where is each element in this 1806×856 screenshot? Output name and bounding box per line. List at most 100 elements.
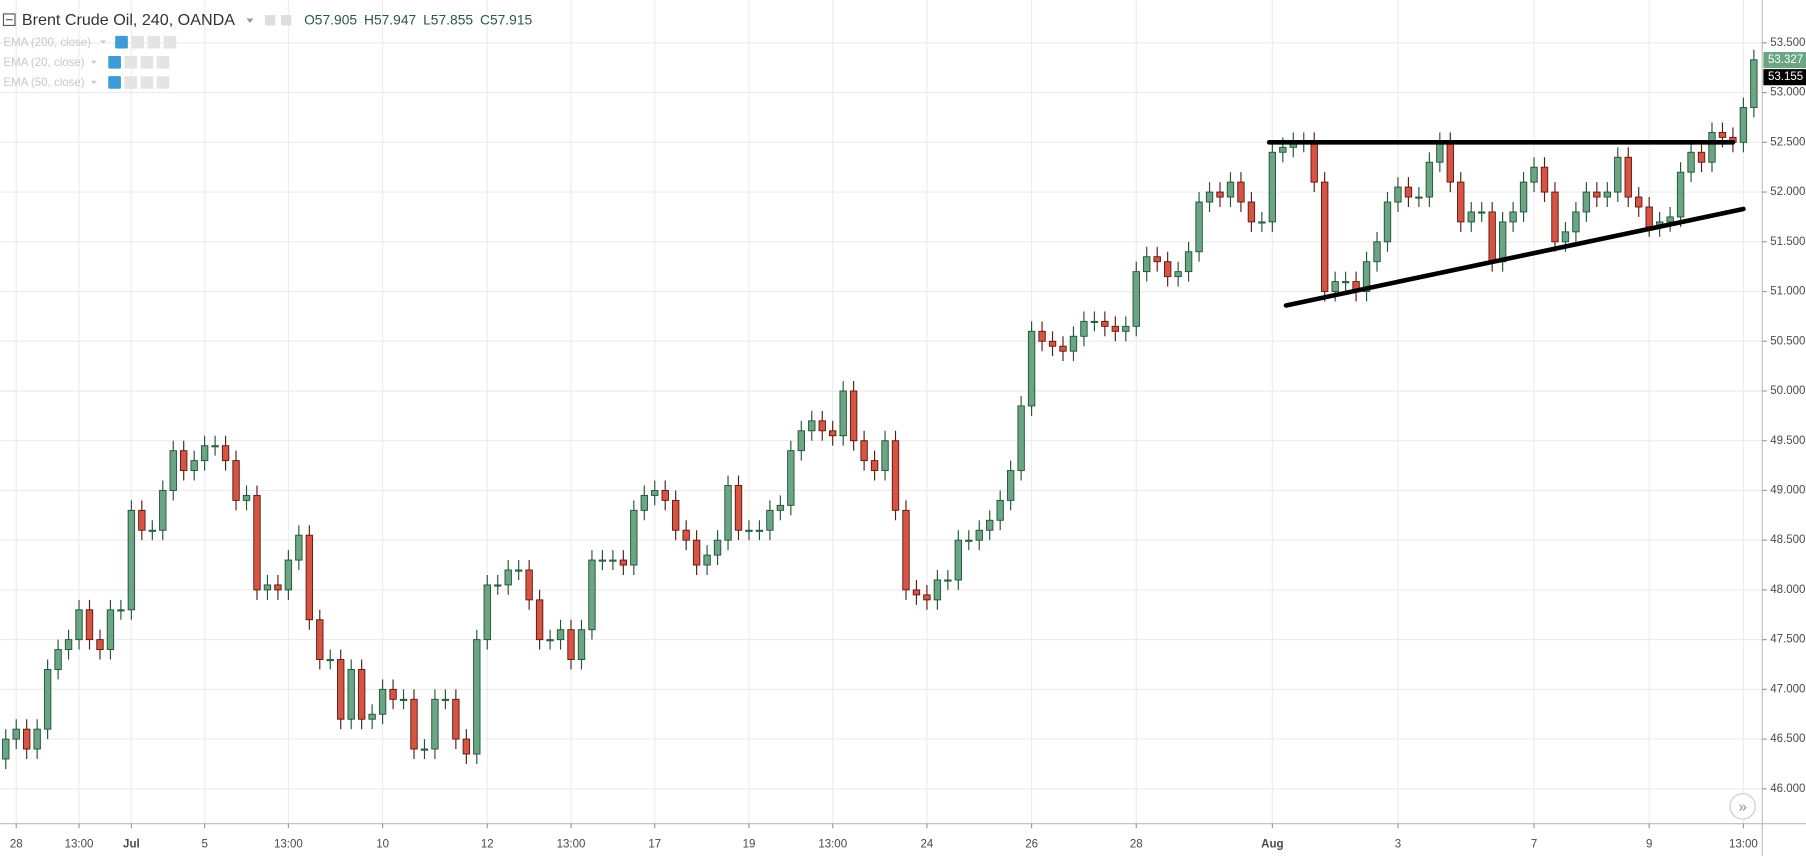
candle-body xyxy=(1383,201,1392,243)
x-tick-label: Jul xyxy=(123,838,140,850)
candle-body xyxy=(75,609,83,641)
scroll-button[interactable] xyxy=(1729,793,1756,820)
candle-body xyxy=(776,504,785,511)
candle-body xyxy=(588,559,596,631)
candle-body xyxy=(431,698,439,750)
candle-body xyxy=(1174,271,1182,278)
x-tick-label: 5 xyxy=(201,838,207,850)
candle-body xyxy=(96,639,104,651)
indicator-icon[interactable] xyxy=(163,35,177,49)
candle-body xyxy=(954,539,963,581)
candle-body xyxy=(347,669,355,720)
candle-body xyxy=(117,609,125,612)
candle-body xyxy=(1006,470,1015,501)
candle-body xyxy=(745,529,753,532)
candle-body xyxy=(556,629,565,641)
x-tick-label: 13:00 xyxy=(1729,838,1758,850)
x-tick-label: 7 xyxy=(1531,838,1537,850)
candle-body xyxy=(766,509,774,531)
candle-body xyxy=(525,569,533,601)
candle-body xyxy=(797,430,805,452)
icon[interactable] xyxy=(281,15,292,26)
candle-body xyxy=(755,529,764,532)
indicator-icon[interactable] xyxy=(124,76,138,89)
icon[interactable] xyxy=(264,15,276,26)
indicators: EMA (200, close) EMA (20, close) EMA (50, … xyxy=(3,35,177,89)
candle-body xyxy=(1488,211,1496,263)
indicator-icon[interactable] xyxy=(147,35,161,49)
candle-body xyxy=(870,460,879,472)
candle-body xyxy=(190,460,198,472)
candle-body xyxy=(724,485,732,541)
y-tick-label: 46.500 xyxy=(1770,733,1805,745)
dropdown-arrow[interactable] xyxy=(246,18,254,24)
candle-body xyxy=(1279,146,1287,153)
candle-body xyxy=(1059,345,1067,352)
candle-body xyxy=(64,639,73,651)
ohlc-value: C57.915 xyxy=(480,12,533,28)
candle-body xyxy=(1739,107,1748,143)
y-tick-label: 50.000 xyxy=(1770,385,1805,397)
candle-body xyxy=(829,430,837,437)
candle-body xyxy=(535,599,544,641)
indicator-icon[interactable] xyxy=(140,55,154,69)
candle-body xyxy=(43,669,52,730)
candle-body xyxy=(1708,131,1716,163)
candle-body xyxy=(1635,196,1643,208)
candle-body xyxy=(1718,131,1727,138)
x-tick-label: 19 xyxy=(743,838,756,850)
x-tick-label: 13:00 xyxy=(65,838,94,850)
indicator-icon[interactable] xyxy=(156,55,170,69)
candle-body xyxy=(1111,325,1120,332)
candle-body xyxy=(891,440,900,511)
candle-body xyxy=(504,569,512,586)
x-tick-label: Aug xyxy=(1261,838,1283,850)
candle-body xyxy=(651,489,659,496)
y-tick-label: 47.500 xyxy=(1770,634,1805,646)
candle-body xyxy=(1090,320,1099,323)
candle-body xyxy=(630,509,638,566)
y-tick-label: 49.000 xyxy=(1770,484,1805,496)
x-tick-label: 13:00 xyxy=(818,838,847,850)
x-tick-label: 9 xyxy=(1646,838,1652,850)
candle-body xyxy=(232,460,240,501)
collapse-icon[interactable] xyxy=(2,13,16,27)
candle-body xyxy=(1216,191,1224,198)
candle-body xyxy=(1394,186,1402,203)
candle-body xyxy=(1205,191,1214,203)
candle-body xyxy=(1310,141,1318,183)
candle-body xyxy=(839,390,847,437)
candle-body xyxy=(316,619,324,660)
indicator-icon[interactable] xyxy=(124,55,138,69)
candle-body xyxy=(441,698,450,701)
candle-body xyxy=(577,629,586,660)
indicator-icon[interactable] xyxy=(140,76,154,89)
candle-body xyxy=(452,698,460,740)
eye-icon[interactable] xyxy=(108,55,121,69)
candle-body xyxy=(703,554,711,566)
candle-body xyxy=(609,559,617,562)
candle-body xyxy=(1561,231,1570,243)
candle-body xyxy=(567,629,575,660)
dropdown-arrow xyxy=(90,60,97,65)
x-tick-label: 13:00 xyxy=(274,838,303,850)
candle-body xyxy=(211,445,219,448)
y-tick-label: 46.000 xyxy=(1770,783,1805,795)
candle-body xyxy=(1582,191,1591,213)
candle-body xyxy=(1593,191,1601,198)
indicator-icon[interactable] xyxy=(131,35,144,49)
candle-body xyxy=(253,494,261,591)
candle-body xyxy=(1478,211,1486,214)
eye-icon[interactable] xyxy=(108,76,121,89)
indicator-icon[interactable] xyxy=(156,76,170,89)
candle-body xyxy=(12,728,20,740)
candle-body xyxy=(1247,201,1256,223)
y-tick-label: 51.000 xyxy=(1770,286,1805,298)
candle-body xyxy=(1687,151,1695,173)
candle-body xyxy=(1331,281,1339,292)
candle-body xyxy=(221,445,230,462)
y-tick-label: 52.000 xyxy=(1770,186,1805,198)
eye-icon[interactable] xyxy=(115,35,128,49)
candle-body xyxy=(1457,181,1465,223)
price-label-box xyxy=(1763,52,1806,69)
